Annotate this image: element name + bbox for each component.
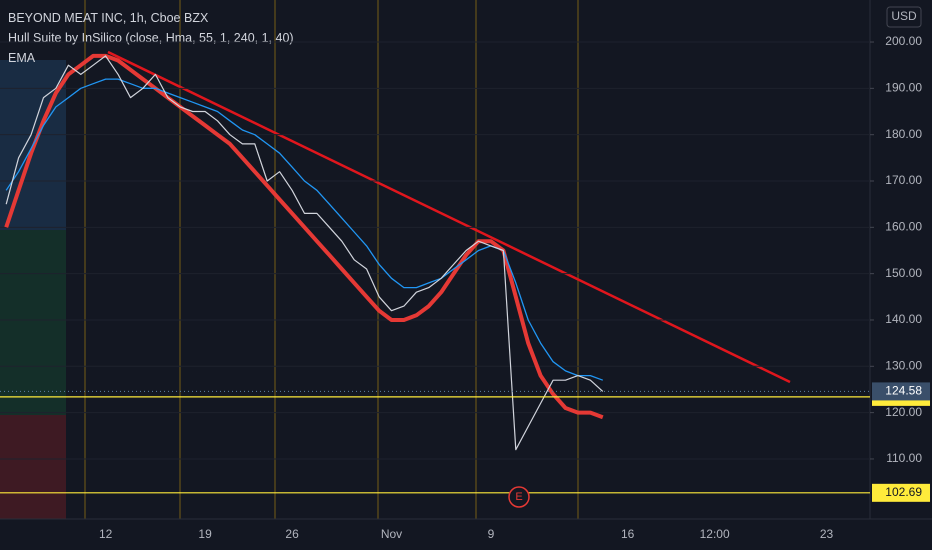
indicator-line xyxy=(4,53,604,420)
trend-line xyxy=(107,50,791,384)
event-marker xyxy=(508,486,530,508)
y-tick-label: 180.00 xyxy=(885,127,922,141)
profile-zone xyxy=(0,230,66,415)
level-label: 102.69 xyxy=(885,485,922,499)
last-price-label: 124.58 xyxy=(885,384,922,398)
currency-box[interactable] xyxy=(886,6,922,28)
event-label: E xyxy=(515,491,522,503)
y-tick-label: 120.00 xyxy=(885,405,922,419)
price-line xyxy=(5,55,604,451)
x-tick-label: 26 xyxy=(285,527,299,541)
x-tick-label: 23 xyxy=(820,527,834,541)
price-axis xyxy=(870,0,932,550)
profile-zone xyxy=(0,415,66,519)
x-tick-label: 12:00 xyxy=(700,527,730,541)
level-tag xyxy=(872,483,930,502)
y-tick-label: 200.00 xyxy=(885,34,922,48)
y-tick-label: 110.00 xyxy=(886,451,922,465)
y-tick-label: 190.00 xyxy=(885,81,922,95)
legend-entry: Hull Suite by InSilico (close, Hma, 55, … xyxy=(8,31,294,45)
y-tick-label: 130.00 xyxy=(885,358,922,372)
y-tick-label: 140.00 xyxy=(885,312,922,326)
x-tick-label: 12 xyxy=(99,527,113,541)
x-tick-label: Nov xyxy=(381,527,402,541)
chart-title: BEYOND MEAT INC, 1h, Cboe BZX xyxy=(8,11,209,25)
legend-entry: EMA xyxy=(8,51,36,65)
x-tick-label: 9 xyxy=(488,527,495,541)
y-tick-label: 160.00 xyxy=(885,219,922,233)
x-tick-label: 19 xyxy=(198,527,212,541)
currency[interactable]: USD xyxy=(891,9,917,23)
x-tick-label: 16 xyxy=(621,527,635,541)
y-tick-label: 170.00 xyxy=(885,173,922,187)
last-price-tag xyxy=(872,382,930,401)
y-tick-label: 150.00 xyxy=(885,266,922,280)
